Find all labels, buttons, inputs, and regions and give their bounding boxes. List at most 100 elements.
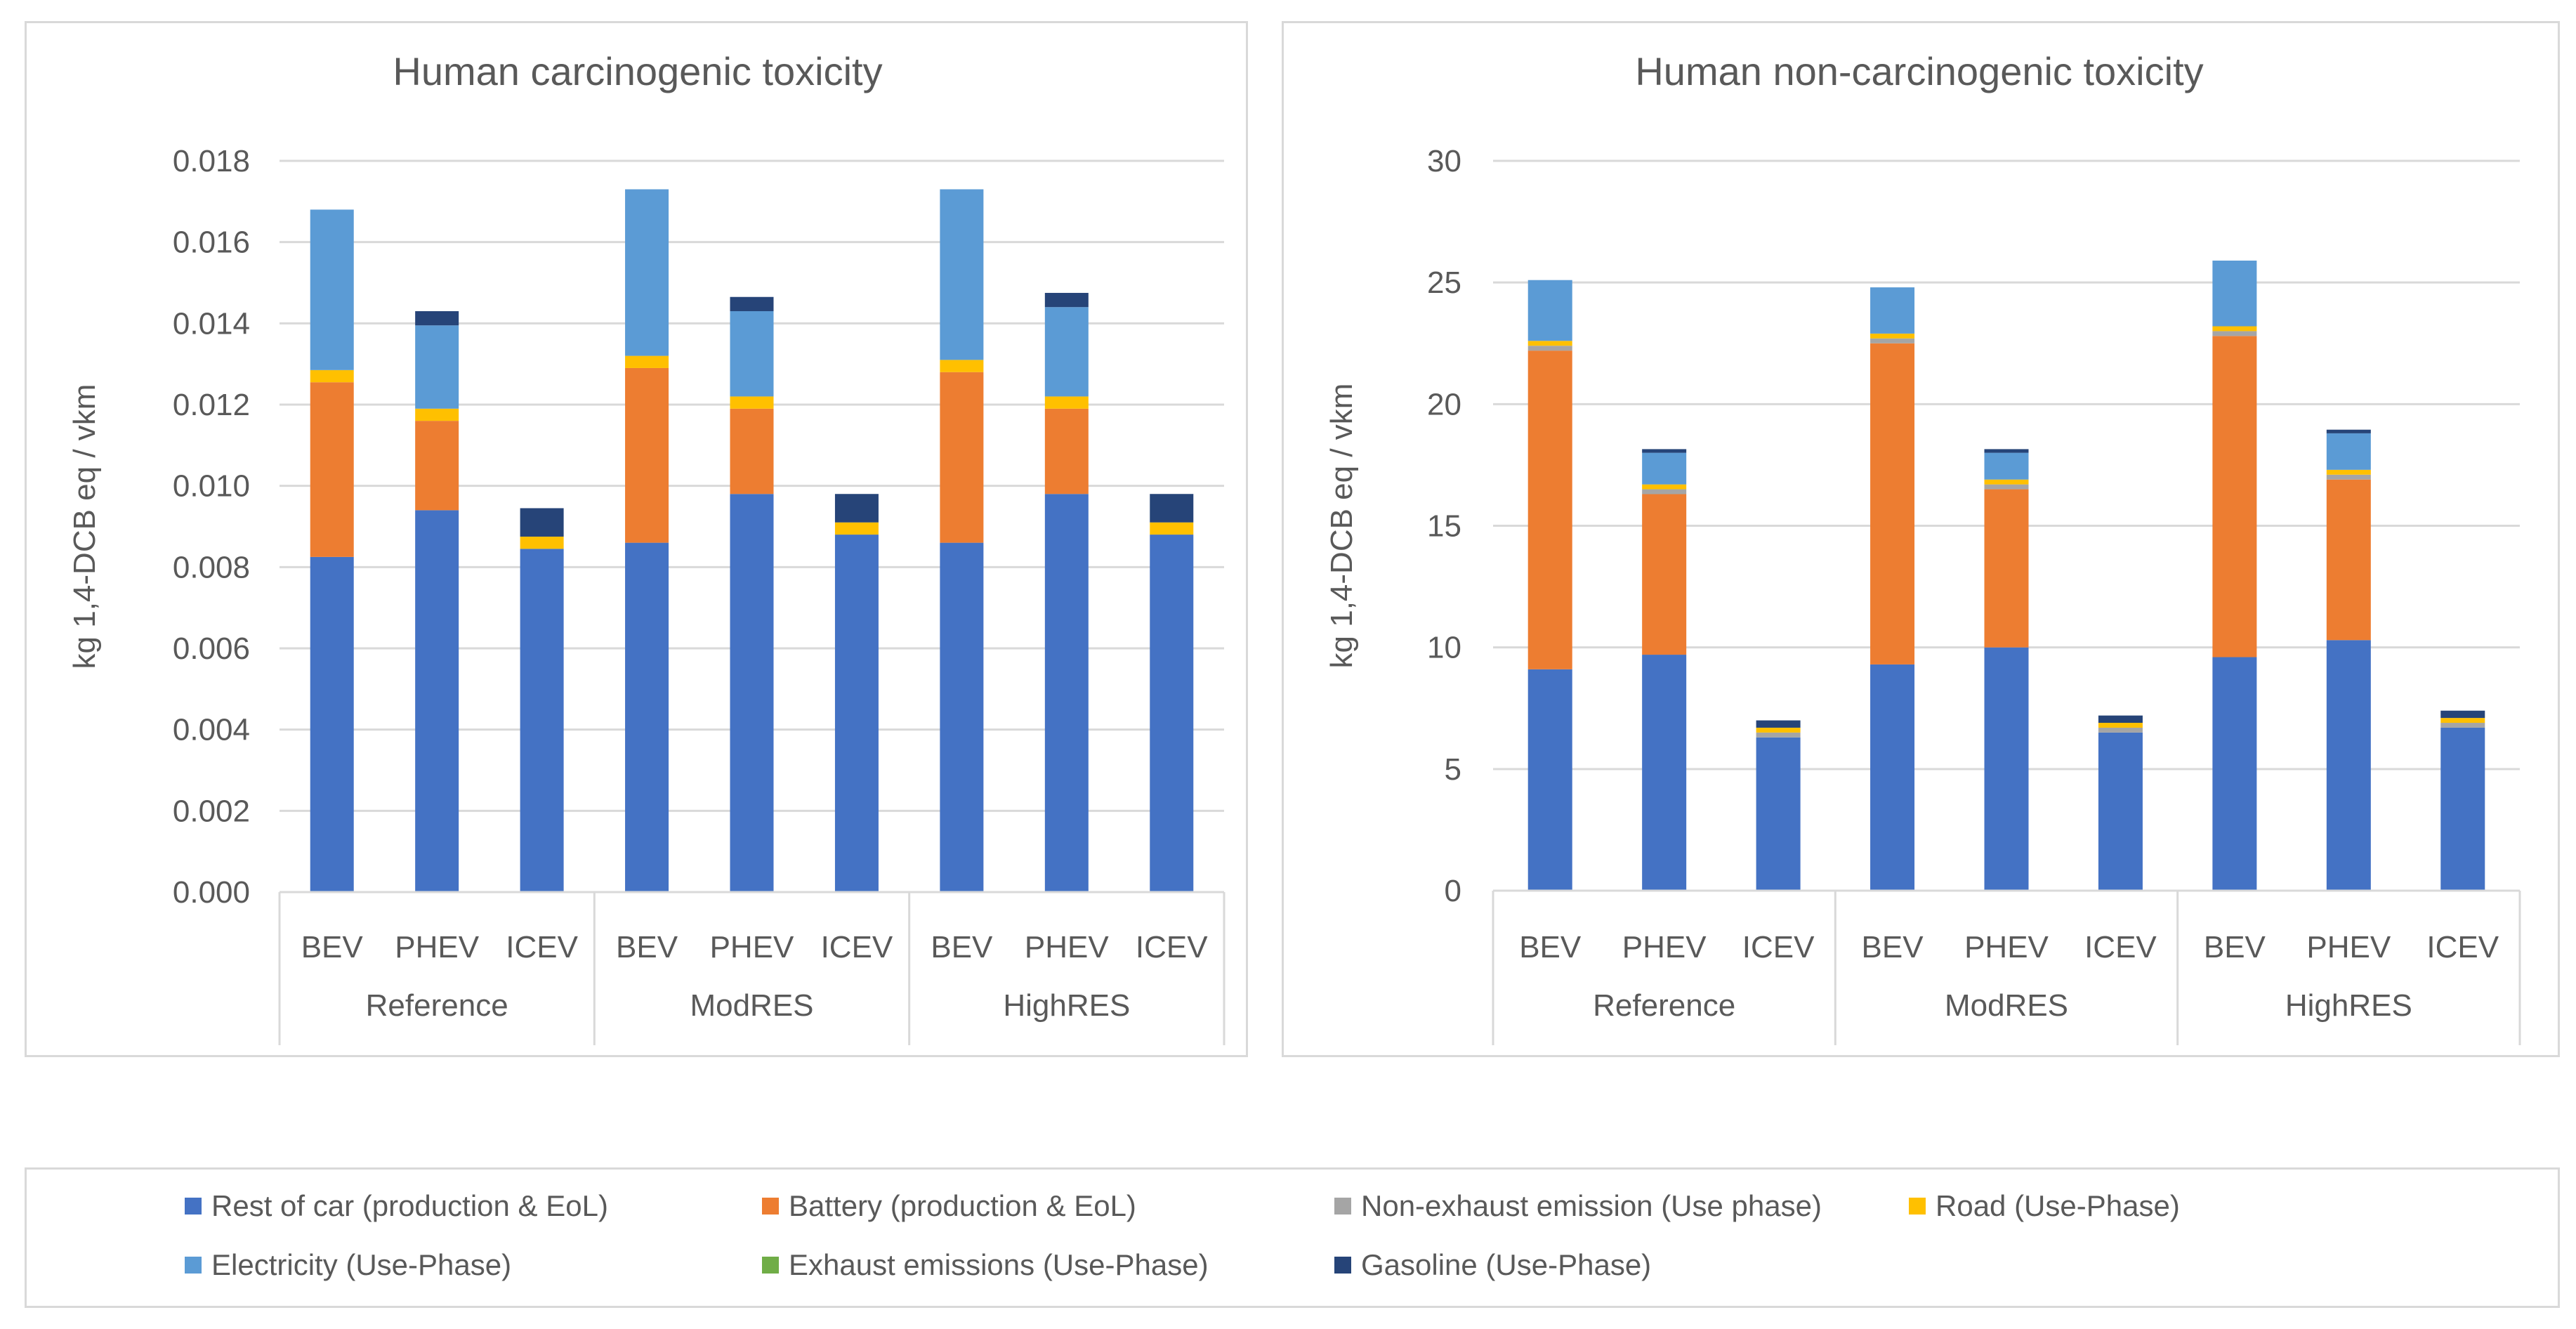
legend-item-battery: Battery (production & EoL) [762, 1185, 1136, 1227]
bar-segment-non-exhaust [2440, 723, 2485, 728]
bar-segment-rest-of-car [2098, 732, 2143, 891]
category-label: PHEV [2306, 930, 2391, 964]
bar-segment-road [1984, 479, 2029, 485]
legend-swatch-battery [762, 1198, 779, 1215]
group-label: HighRES [2285, 988, 2412, 1023]
y-tick-label: 20 [1427, 387, 1461, 421]
legend-label: Electricity (Use-Phase) [211, 1248, 512, 1281]
bar-segment-rest-of-car [2440, 727, 2485, 891]
category-label: BEV [931, 930, 993, 964]
bar-segment-gasoline [1984, 449, 2029, 453]
y-tick-label: 0.000 [173, 875, 250, 910]
y-tick-label: 0.002 [173, 794, 250, 828]
bar-segment-gasoline [1150, 494, 1194, 523]
y-tick-label: 0.010 [173, 469, 250, 504]
bar-segment-rest-of-car [940, 542, 984, 892]
bar-segment-electricity [1527, 280, 1572, 341]
legend-item-road: Road (Use-Phase) [1909, 1185, 2180, 1227]
category-label: ICEV [1742, 930, 1815, 964]
bar-segment-gasoline [1044, 292, 1089, 308]
bar-segment-electricity [2326, 433, 2371, 470]
y-tick-label: 0 [1445, 874, 1461, 908]
bar-segment-road [730, 396, 774, 409]
bar-segment-battery [1870, 343, 1915, 664]
bar-segment-rest-of-car [2212, 657, 2257, 891]
bar-segment-rest-of-car [415, 510, 459, 892]
bar-segment-battery [310, 382, 354, 557]
bar-segment-battery [940, 372, 984, 543]
bar-segment-rest-of-car [1984, 647, 2029, 891]
legend-item-rest-of-car: Rest of car (production & EoL) [185, 1185, 608, 1227]
y-tick-label: 0.018 [173, 144, 250, 178]
category-label: ICEV [2084, 930, 2157, 964]
bar-segment-electricity [625, 189, 669, 356]
y-tick-label: 25 [1427, 266, 1461, 300]
legend-swatch-electricity [185, 1257, 202, 1274]
bar-segment-rest-of-car [310, 556, 354, 892]
y-tick-label: 0.006 [173, 631, 250, 666]
chart-title: Human non-carcinogenic toxicity [1635, 49, 2203, 93]
y-tick-label: 10 [1427, 631, 1461, 665]
category-label: PHEV [395, 930, 479, 964]
legend-swatch-exhaust [762, 1257, 779, 1274]
bar-segment-non-exhaust [1642, 489, 1687, 495]
bar-segment-road [2326, 469, 2371, 475]
legend-label: Rest of car (production & EoL) [211, 1189, 608, 1222]
bar-segment-rest-of-car [520, 549, 564, 892]
y-tick-label: 30 [1427, 144, 1461, 178]
group-label: Reference [1593, 988, 1735, 1023]
bar-segment-road [1870, 333, 1915, 339]
bar-segment-rest-of-car [625, 542, 669, 892]
group-label: ModRES [1945, 988, 2068, 1023]
bar-segment-electricity [1642, 452, 1687, 485]
category-label: ICEV [2426, 930, 2499, 964]
group-label: Reference [366, 988, 508, 1023]
bar-segment-electricity [1984, 452, 2029, 480]
category-label: ICEV [821, 930, 893, 964]
category-label: BEV [1862, 930, 1924, 964]
legend-label: Exhaust emissions (Use-Phase) [789, 1248, 1209, 1281]
y-tick-label: 0.014 [173, 306, 250, 341]
category-label: BEV [616, 930, 678, 964]
y-tick-label: 15 [1427, 509, 1461, 544]
bar-segment-road [2440, 718, 2485, 724]
bar-segment-non-exhaust [1870, 338, 1915, 343]
bar-segment-non-exhaust [1756, 732, 1801, 738]
bar-segment-rest-of-car [1044, 494, 1089, 892]
y-tick-label: 0.008 [173, 550, 250, 584]
legend-item-non-exhaust: Non-exhaust emission (Use phase) [1334, 1185, 1822, 1227]
bar-segment-rest-of-car [730, 494, 774, 892]
bar-segment-road [2098, 723, 2143, 728]
bar-segment-rest-of-car [1870, 664, 1915, 891]
chart-title: Human carcinogenic toxicity [393, 49, 882, 93]
bar-segment-rest-of-car [1150, 535, 1194, 892]
bar-segment-road [1756, 727, 1801, 733]
legend: Rest of car (production & EoL) Battery (… [25, 1167, 2560, 1308]
legend-item-gasoline: Gasoline (Use-Phase) [1334, 1244, 1651, 1286]
chart-panel-carcinogenic: Human carcinogenic toxicity kg 1,4-DCB eq… [25, 21, 1248, 1057]
bar-segment-non-exhaust [2212, 331, 2257, 336]
bar-segment-battery [415, 421, 459, 511]
legend-item-exhaust: Exhaust emissions (Use-Phase) [762, 1244, 1209, 1286]
legend-label: Gasoline (Use-Phase) [1361, 1248, 1652, 1281]
legend-swatch-gasoline [1334, 1257, 1351, 1274]
y-tick-label: 0.004 [173, 713, 250, 747]
bar-segment-battery [1527, 351, 1572, 669]
group-label: HighRES [1003, 988, 1130, 1023]
group-label: ModRES [690, 988, 813, 1023]
bar-segment-rest-of-car [2326, 640, 2371, 891]
bar-segment-road [2212, 326, 2257, 332]
category-label: BEV [1519, 930, 1582, 964]
bar-segment-gasoline [834, 494, 879, 523]
y-tick-label: 5 [1445, 752, 1461, 787]
bar-segment-gasoline [1642, 449, 1687, 453]
legend-swatch-rest-of-car [185, 1198, 202, 1215]
bar-segment-battery [1984, 489, 2029, 648]
category-label: PHEV [1025, 930, 1109, 964]
bar-segment-road [310, 369, 354, 383]
bar-segment-non-exhaust [2098, 727, 2143, 733]
bar-segment-battery [2212, 336, 2257, 657]
bar-segment-rest-of-car [834, 535, 879, 892]
bar-segment-gasoline [1756, 720, 1801, 728]
category-label: PHEV [1622, 930, 1707, 964]
